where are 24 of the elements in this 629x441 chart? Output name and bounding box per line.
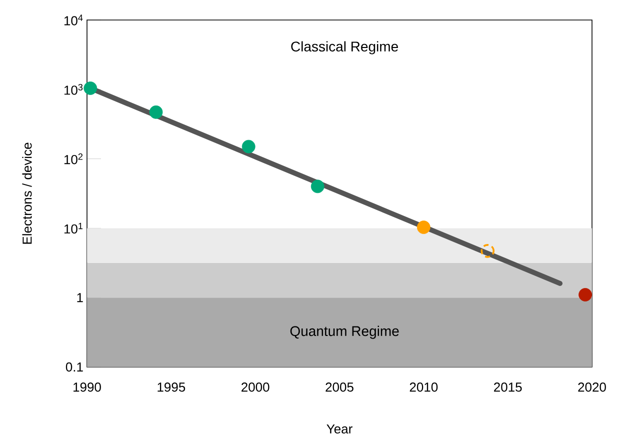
point: [84, 82, 98, 95]
point: [310, 180, 324, 194]
annotation: Classical Regime: [291, 41, 398, 54]
y-tick-label: 10$^{3}$: [64, 84, 83, 95]
y-axis-title: Electrons / device: [22, 142, 32, 244]
x-tick-label: 2020: [578, 382, 606, 392]
x-tick-label: 2005: [326, 382, 354, 392]
y-tick-label: 10$^{4}$: [64, 14, 83, 26]
point: [149, 105, 163, 119]
y-tick-label: 1: [77, 293, 83, 302]
x-tick-label: 2000: [242, 382, 270, 392]
y-tick-label: 0.1: [66, 362, 83, 372]
band-label: Quantum Regime: [290, 326, 399, 339]
x-tick-label: 1995: [158, 382, 186, 392]
y-tick-label: 10$^{2}$: [64, 153, 83, 164]
x-axis-title: Year: [326, 424, 352, 434]
point: [578, 288, 592, 302]
point: [416, 220, 430, 234]
x-tick-label: 2010: [410, 382, 438, 392]
x-tick-label: 2015: [494, 382, 522, 392]
point: [480, 244, 495, 258]
y-tick-label: 10$^{1}$: [64, 222, 83, 234]
x-tick-label: 1990: [74, 382, 101, 392]
point: [242, 140, 256, 154]
